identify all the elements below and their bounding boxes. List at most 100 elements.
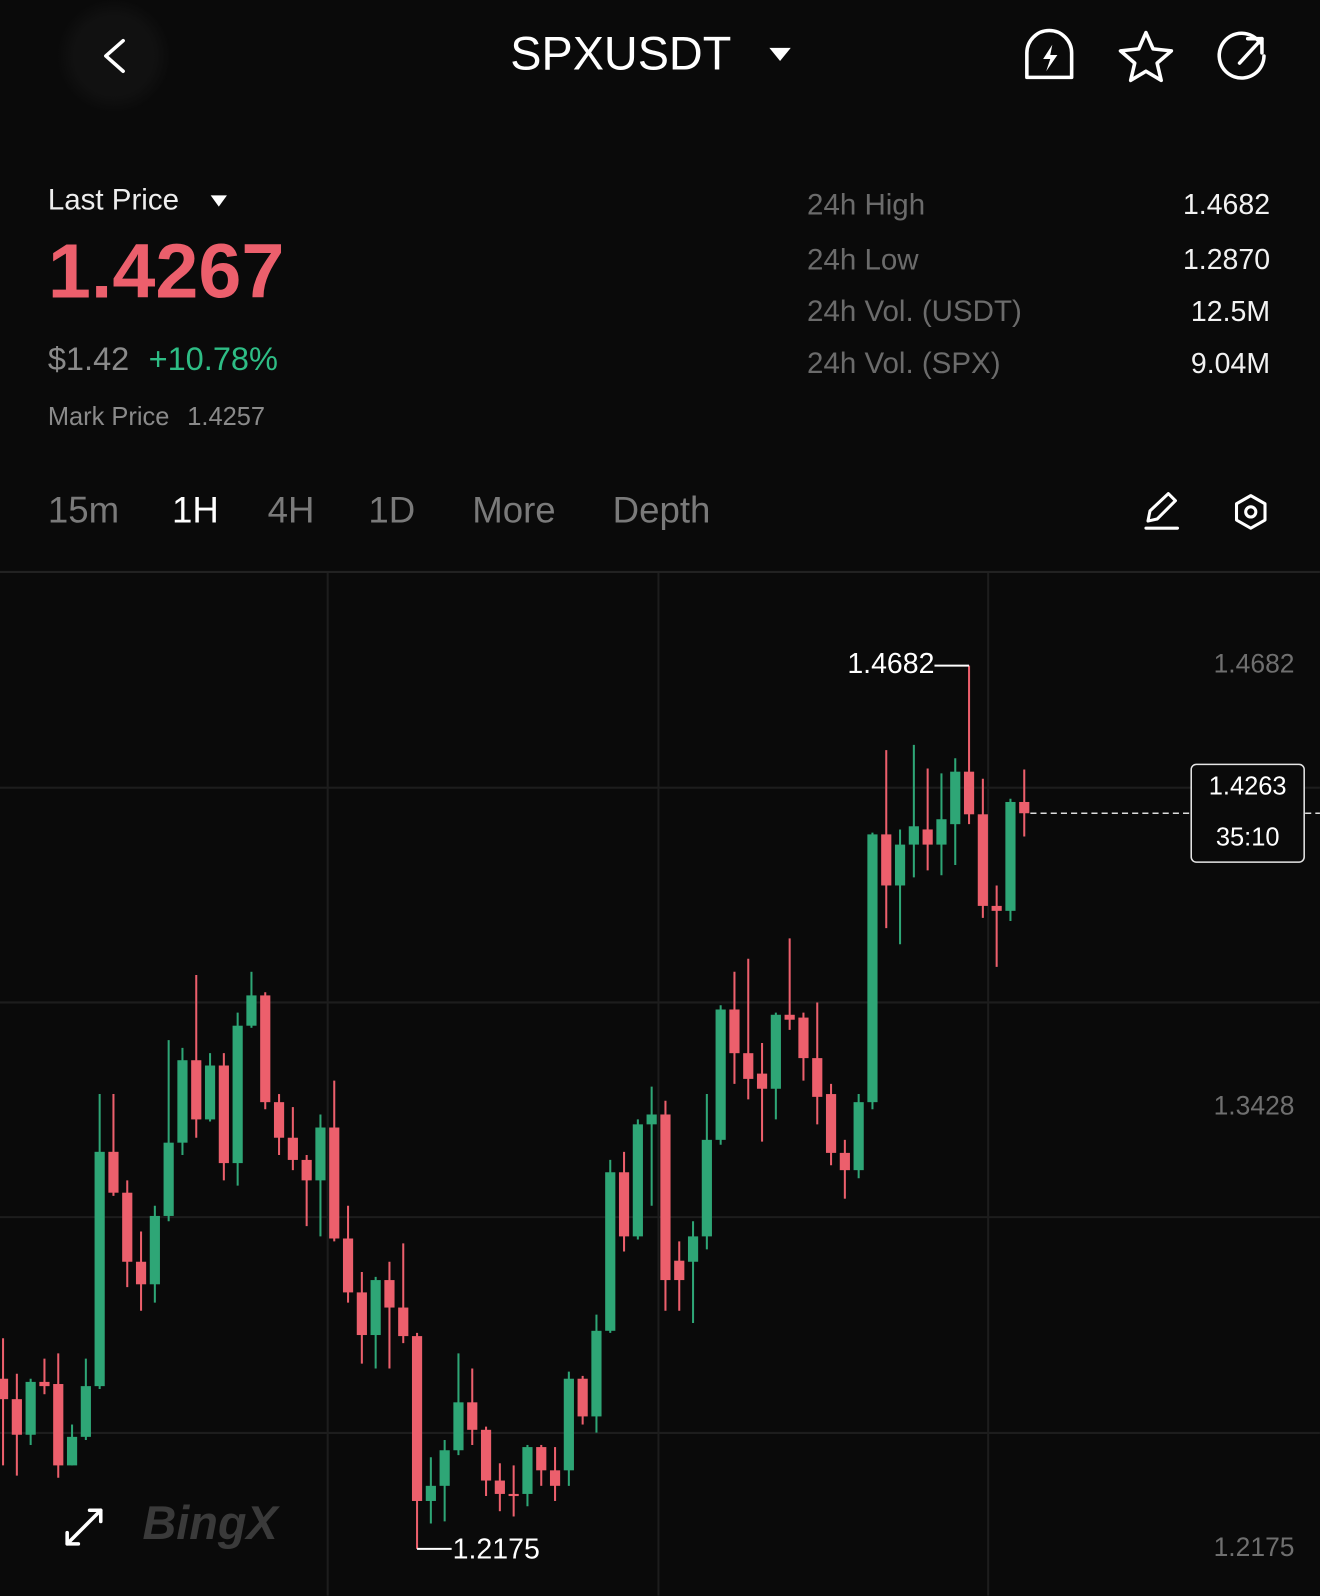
candle-body — [784, 1014, 795, 1020]
share-icon[interactable] — [1217, 31, 1266, 80]
candle-body — [798, 1017, 809, 1059]
candle-body — [11, 1399, 22, 1435]
candle-body — [563, 1378, 574, 1471]
candle-body — [894, 844, 906, 886]
fullscreen-icon[interactable] — [65, 1508, 103, 1546]
stat-label: 24h Vol. (USDT) — [807, 295, 1022, 328]
candle-body — [66, 1436, 78, 1466]
timeframe-tab[interactable]: Depth — [613, 490, 711, 531]
candle-body — [149, 1215, 160, 1285]
candle-body — [425, 1485, 436, 1501]
candle-body — [660, 1114, 671, 1281]
candle-body — [453, 1402, 464, 1451]
candle-body — [301, 1159, 312, 1181]
candles: 1.2175 1.3428 1.4682 1.4682 1.2175 1.4263 35:1… — [0, 648, 1320, 1565]
last-price-tag — [1190, 763, 1305, 863]
y-tick-label: 1.3428 — [1214, 1090, 1295, 1120]
candle-body — [687, 1236, 699, 1262]
candle-body — [936, 819, 947, 845]
timeframe-tab[interactable]: 1D — [368, 490, 415, 531]
candle-body — [729, 1009, 740, 1054]
candle-body — [94, 1151, 105, 1387]
candle-body — [536, 1447, 547, 1471]
chart-grid — [0, 572, 1320, 1596]
candle-body — [191, 1060, 202, 1120]
pair-title[interactable]: SPXUSDT — [510, 27, 731, 79]
timeframe-tab[interactable]: 4H — [268, 490, 315, 531]
candle-body — [287, 1137, 298, 1160]
stat-label: 24h Vol. (SPX) — [807, 347, 1001, 380]
candle-body — [80, 1386, 91, 1437]
candle-body — [867, 834, 878, 1103]
stats: 24h High 1.4682 24h Low 1.2870 24h Vol. (USD… — [807, 188, 1270, 380]
stat-label: 24h Low — [807, 243, 919, 276]
candle-body — [977, 814, 988, 906]
candle-body — [632, 1124, 643, 1237]
candle-body — [135, 1261, 147, 1285]
candle-body — [273, 1102, 285, 1138]
candle-body — [177, 1060, 188, 1143]
candle-body — [701, 1139, 712, 1237]
mark-price-label: Mark Price — [48, 403, 170, 431]
candle-body — [370, 1280, 381, 1336]
candle-body — [163, 1142, 174, 1216]
candle-body — [605, 1172, 616, 1331]
candle-body — [591, 1330, 602, 1417]
candle-body — [480, 1429, 492, 1481]
timeframe-tab[interactable]: More — [472, 490, 555, 531]
timeframe-tabs: 15m 1H 4H 1D More Depth — [48, 490, 711, 531]
max-label: 1.4682 — [847, 648, 934, 680]
candle-body — [963, 771, 975, 815]
candle-body — [1005, 801, 1016, 911]
pair-dropdown[interactable] — [769, 47, 791, 62]
back-button[interactable] — [57, 0, 171, 113]
candle-body — [439, 1450, 450, 1486]
stat-value: 1.2870 — [1183, 244, 1270, 276]
candle-body — [25, 1381, 36, 1435]
candle-body — [122, 1192, 133, 1262]
candle-countdown: 35:10 — [1216, 823, 1280, 851]
candle-body — [922, 829, 933, 845]
candle-body — [577, 1378, 588, 1417]
mark-price: 1.4257 — [187, 403, 265, 431]
candle-body — [315, 1127, 326, 1181]
candle-body — [950, 771, 961, 825]
watermark: BingX — [142, 1497, 280, 1549]
candle-body — [839, 1152, 850, 1171]
candle-body — [881, 834, 892, 886]
settings-icon[interactable] — [1234, 494, 1267, 530]
candle-body — [908, 826, 919, 845]
draw-tool-icon[interactable] — [1144, 492, 1180, 530]
min-label: 1.2175 — [453, 1533, 540, 1565]
candle-body — [508, 1493, 519, 1497]
timeframe-tab[interactable]: 15m — [48, 490, 119, 531]
favorite-icon[interactable] — [1118, 30, 1174, 83]
candle-body — [674, 1260, 685, 1281]
stat-value: 9.04M — [1191, 348, 1270, 380]
price-type-dropdown[interactable] — [210, 195, 227, 207]
candle-body — [0, 1378, 9, 1400]
candle-body — [356, 1292, 367, 1336]
candle-body — [398, 1307, 409, 1337]
price-change: +10.78% — [149, 341, 278, 377]
candle-body — [991, 905, 1002, 911]
last-price-label[interactable]: Last Price — [48, 183, 179, 216]
alert-icon[interactable] — [1025, 28, 1074, 80]
candle-body — [260, 995, 271, 1103]
candle-body — [743, 1053, 754, 1079]
stat-label: 24h High — [807, 188, 925, 221]
candle-body — [825, 1094, 837, 1153]
candle-body — [494, 1480, 505, 1494]
candle-body — [467, 1402, 478, 1430]
candle-body — [218, 1065, 229, 1164]
candle-body — [756, 1073, 768, 1089]
candle-body — [232, 1025, 243, 1164]
last-price-tag-value: 1.4263 — [1209, 773, 1287, 801]
stat-value: 1.4682 — [1183, 189, 1270, 221]
timeframe-tab[interactable]: 1H — [172, 490, 219, 531]
candle-body — [522, 1447, 533, 1494]
candle-body — [411, 1336, 423, 1501]
candle-body — [770, 1014, 781, 1089]
candle-body — [246, 995, 257, 1026]
